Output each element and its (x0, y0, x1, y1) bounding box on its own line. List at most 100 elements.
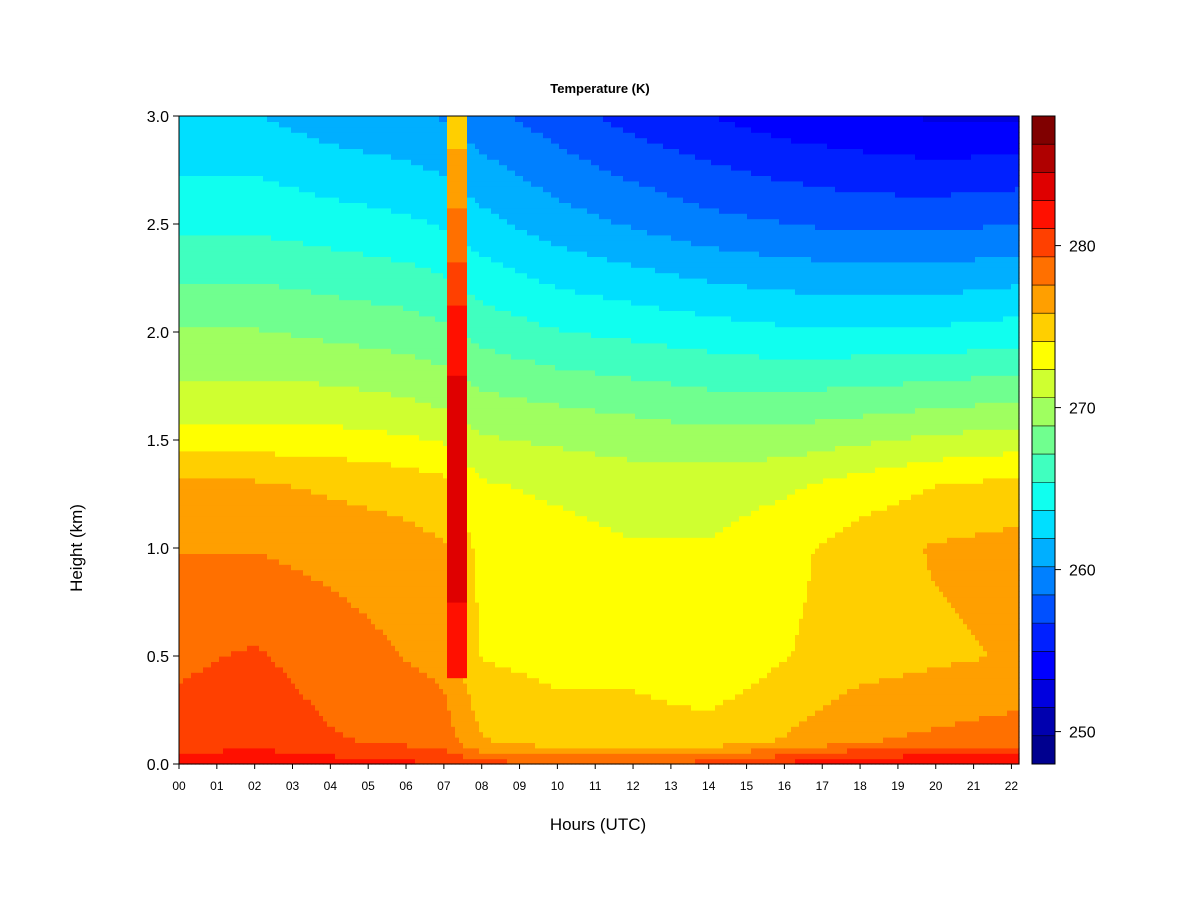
heatmap-cell (191, 462, 196, 468)
heatmap-cell (287, 375, 292, 381)
heatmap-cell (187, 472, 192, 478)
heatmap-cell (267, 548, 272, 554)
heatmap-cell (199, 570, 204, 576)
heatmap-cell (335, 521, 340, 527)
heatmap-cell (343, 526, 348, 532)
heatmap-cell (263, 219, 268, 225)
heatmap-cell (339, 645, 344, 651)
heatmap-cell (231, 159, 236, 165)
heatmap-cell (179, 251, 184, 257)
heatmap-cell (263, 300, 268, 306)
heatmap-cell (287, 424, 292, 430)
heatmap-cell (307, 273, 312, 279)
heatmap-cell (279, 208, 284, 214)
heatmap-cell (211, 597, 216, 603)
heatmap-cell (255, 116, 260, 122)
heatmap-cell (331, 483, 336, 489)
heatmap-cell (183, 418, 188, 424)
heatmap-cell (319, 634, 324, 640)
heatmap-cell (299, 570, 304, 576)
heatmap-cell (247, 640, 252, 646)
heatmap-cell (303, 510, 308, 516)
heatmap-cell (231, 256, 236, 262)
heatmap-cell (243, 483, 248, 489)
heatmap-cell (223, 435, 228, 441)
heatmap-cell (299, 154, 304, 160)
heatmap-cell (271, 283, 276, 289)
heatmap-cell (183, 429, 188, 435)
heatmap-cell (263, 224, 268, 230)
heatmap-cell (283, 294, 288, 300)
heatmap-cell (231, 440, 236, 446)
heatmap-cell (187, 251, 192, 257)
heatmap-cell (243, 721, 248, 727)
heatmap-cell (311, 413, 316, 419)
heatmap-cell (315, 294, 320, 300)
heatmap-cell (327, 564, 332, 570)
heatmap-cell (307, 370, 312, 376)
heatmap-cell (227, 240, 232, 246)
heatmap-cell (243, 246, 248, 252)
heatmap-cell (231, 532, 236, 538)
heatmap-cell (327, 683, 332, 689)
heatmap-cell (323, 753, 328, 759)
heatmap-cell (231, 472, 236, 478)
heatmap-cell (263, 278, 268, 284)
heatmap-cell (259, 364, 264, 370)
heatmap-cell (327, 381, 332, 387)
heatmap-cell (243, 753, 248, 759)
heatmap-cell (335, 154, 340, 160)
heatmap-cell (335, 505, 340, 511)
heatmap-cell (187, 634, 192, 640)
heatmap-cell (247, 391, 252, 397)
heatmap-cell (283, 737, 288, 743)
heatmap-cell (243, 532, 248, 538)
heatmap-cell (275, 127, 280, 133)
heatmap-cell (339, 143, 344, 149)
heatmap-cell (275, 229, 280, 235)
heatmap-cell (223, 505, 228, 511)
heatmap-cell (199, 354, 204, 360)
heatmap-cell (279, 613, 284, 619)
heatmap-cell (199, 742, 204, 748)
heatmap-cell (311, 742, 316, 748)
heatmap-cell (227, 586, 232, 592)
heatmap-cell (267, 305, 272, 311)
heatmap-cell (271, 202, 276, 208)
heatmap-cell (187, 305, 192, 311)
heatmap-cell (271, 607, 276, 613)
heatmap-cell (335, 667, 340, 673)
heatmap-cell (275, 408, 280, 414)
heatmap-cell (295, 651, 300, 657)
heatmap-cell (323, 489, 328, 495)
heatmap-cell (223, 656, 228, 662)
heatmap-cell (303, 467, 308, 473)
heatmap-cell (295, 597, 300, 603)
heatmap-cell (239, 510, 244, 516)
heatmap-cell (179, 386, 184, 392)
heatmap-cell (319, 667, 324, 673)
heatmap-cell (239, 629, 244, 635)
heatmap-cell (291, 629, 296, 635)
heatmap-cell (187, 256, 192, 262)
heatmap-cell (191, 202, 196, 208)
heatmap-cell (263, 348, 268, 354)
heatmap-cell (331, 672, 336, 678)
heatmap-cell (271, 343, 276, 349)
heatmap-cell (219, 451, 224, 457)
heatmap-cell (187, 381, 192, 387)
heatmap-cell (315, 742, 320, 748)
heatmap-cell (299, 548, 304, 554)
heatmap-cell (259, 516, 264, 522)
heatmap-cell (303, 624, 308, 630)
heatmap-cell (339, 408, 344, 414)
heatmap-cell (279, 337, 284, 343)
heatmap-cell (219, 543, 224, 549)
heatmap-cell (311, 651, 316, 657)
heatmap-cell (263, 251, 268, 257)
heatmap-cell (195, 672, 200, 678)
heatmap-cell (255, 489, 260, 495)
heatmap-cell (283, 413, 288, 419)
heatmap-cell (295, 219, 300, 225)
heatmap-cell (207, 753, 212, 759)
